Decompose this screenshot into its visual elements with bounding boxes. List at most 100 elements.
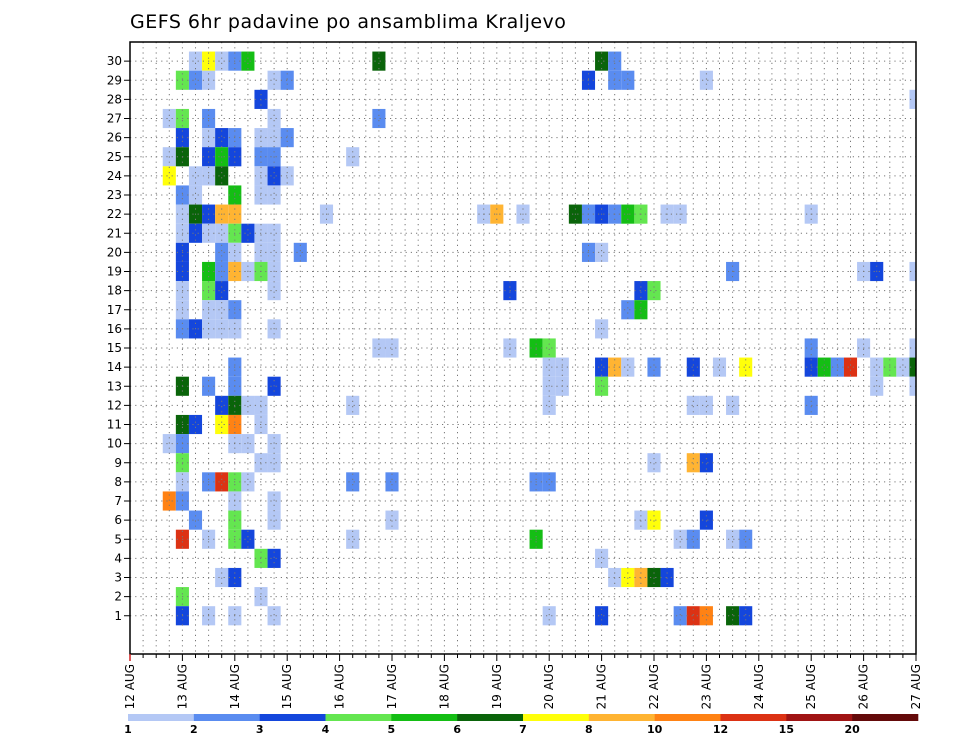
heatmap-cell	[726, 606, 740, 626]
heatmap-cell	[241, 51, 255, 71]
heatmap-cell	[660, 567, 674, 588]
y-tick-label: 1	[114, 609, 122, 623]
heatmap-cell	[542, 606, 556, 626]
heatmap-cell	[634, 510, 648, 530]
heatmap-cell	[215, 472, 229, 492]
y-tick-label: 22	[107, 207, 122, 221]
legend-swatch	[720, 714, 787, 721]
y-tick-label: 27	[107, 112, 122, 126]
y-tick-label: 16	[107, 322, 122, 336]
y-tick-label: 14	[107, 360, 122, 374]
heatmap-cell	[215, 128, 229, 148]
x-tick-label: 12 AUG	[123, 664, 137, 709]
heatmap-cell	[542, 338, 556, 358]
heatmap-cell	[215, 567, 229, 588]
y-tick-label: 11	[107, 418, 122, 432]
y-tick-label: 12	[107, 398, 122, 412]
heatmap-cell	[896, 357, 910, 377]
heatmap-cell	[595, 242, 609, 262]
heatmap-cell	[870, 357, 884, 377]
heatmap-cell	[162, 434, 176, 454]
y-tick-label: 19	[107, 265, 122, 279]
legend-label: 7	[519, 723, 527, 736]
heatmap-cell	[188, 51, 203, 71]
legend-label: 3	[256, 723, 264, 736]
heatmap-cell	[673, 606, 687, 626]
heatmap-cell	[909, 376, 916, 396]
heatmap-cell	[215, 395, 229, 415]
heatmap-cell	[162, 108, 176, 129]
y-tick-label: 20	[107, 245, 122, 259]
heatmap-cell	[215, 281, 229, 301]
heatmap-cell	[215, 166, 229, 186]
heatmap-cell	[241, 223, 255, 243]
legend-swatch	[259, 714, 326, 721]
x-axis-ticks: 12 AUG 13 AUG 14 AUG 15 AUG 16 AUG 17 AUG 18 A…	[123, 654, 923, 709]
y-tick-label: 21	[107, 226, 122, 240]
heatmap-cell	[647, 510, 661, 530]
heatmap-cell	[241, 434, 255, 454]
heatmap-cell	[634, 281, 648, 301]
legend-swatch	[128, 714, 195, 721]
heatmap-cell	[188, 223, 203, 243]
heatmap-cell	[267, 491, 281, 511]
heatmap-cell	[385, 338, 399, 358]
legend-swatch	[391, 714, 458, 721]
heatmap-cell	[686, 606, 700, 626]
heatmap-cell	[215, 242, 229, 262]
heatmap-cell	[817, 357, 831, 377]
heatmap-cell	[595, 606, 609, 626]
y-tick-label: 3	[114, 571, 122, 585]
x-tick-label: 24 AUG	[752, 664, 766, 709]
heatmap-cell	[215, 300, 229, 320]
heatmap-cell	[595, 357, 609, 377]
legend-swatch	[654, 714, 721, 721]
heatmap-cell	[267, 128, 281, 148]
heatmap-cell	[267, 510, 281, 530]
heatmap-cell	[621, 300, 635, 320]
x-tick-label: 22 AUG	[647, 664, 661, 709]
heatmap-cell	[241, 395, 255, 415]
heatmap-cell	[909, 357, 916, 377]
y-tick-label: 2	[114, 590, 122, 604]
x-tick-label: 14 AUG	[228, 664, 242, 709]
x-tick-label: 20 AUG	[542, 664, 556, 709]
heatmap-cell	[621, 70, 635, 90]
heatmap-cell	[267, 453, 281, 473]
heatmap-cell	[621, 567, 635, 588]
heatmap-cell	[686, 453, 700, 473]
heatmap-cell	[909, 261, 916, 282]
heatmap-cell	[542, 395, 556, 415]
heatmap-cell	[346, 529, 360, 549]
heatmap-cell	[686, 357, 700, 377]
legend-label: 6	[453, 723, 461, 736]
heatmap-cell	[686, 395, 700, 415]
heatmap-cell	[188, 414, 203, 435]
heatmap-cell	[162, 166, 176, 186]
legend-label: 4	[322, 723, 330, 736]
legend-swatch	[325, 714, 392, 721]
x-tick-label: 13 AUG	[175, 664, 189, 709]
heatmap-cell	[372, 338, 386, 358]
heatmap-cell	[385, 472, 399, 492]
heatmap-cell	[634, 567, 648, 588]
grid-lines	[130, 42, 916, 654]
x-tick-label: 15 AUG	[280, 664, 294, 709]
y-tick-label: 6	[114, 513, 122, 527]
heatmap-cell	[267, 70, 281, 90]
x-tick-label: 17 AUG	[385, 664, 399, 709]
y-tick-label: 23	[107, 188, 122, 202]
heatmap-cell	[188, 166, 203, 186]
heatmap-cell	[647, 281, 661, 301]
legend-label: 1	[124, 723, 132, 736]
x-tick-label: 25 AUG	[804, 664, 818, 709]
legend-swatch	[193, 714, 260, 721]
legend-swatch	[786, 714, 853, 721]
heatmap-cell	[188, 70, 203, 90]
heatmap-cell	[647, 453, 661, 473]
heatmap-cell	[215, 51, 229, 71]
heatmap-cell	[739, 357, 753, 377]
y-axis-ticks: 1234567891011121314151617181920212223242…	[107, 54, 130, 623]
heatmap-cell	[241, 529, 255, 549]
heatmap-cell	[346, 472, 360, 492]
